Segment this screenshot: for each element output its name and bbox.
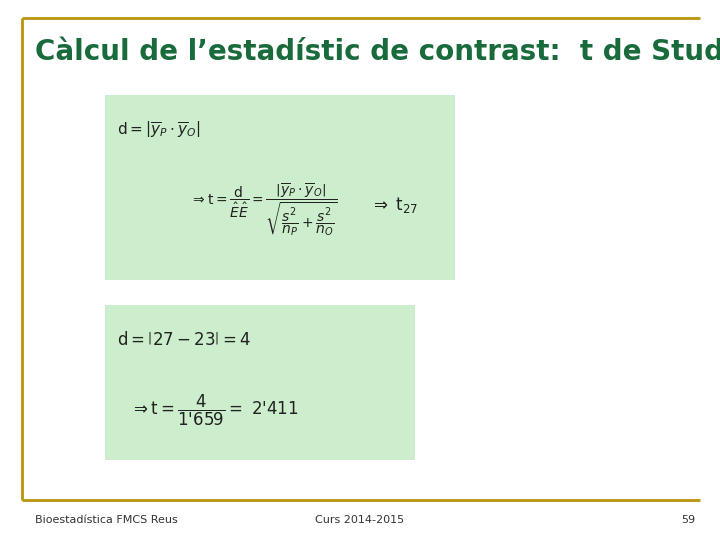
Text: $\Rightarrow \mathrm{t} = \dfrac{4}{1\text{'}659} = \ 2\text{'}411$: $\Rightarrow \mathrm{t} = \dfrac{4}{1\te… — [130, 393, 299, 428]
Text: $\mathrm{d} = \left|27 - 23\right| = 4$: $\mathrm{d} = \left|27 - 23\right| = 4$ — [117, 331, 251, 349]
Text: Bioestadística FMCS Reus: Bioestadística FMCS Reus — [35, 515, 178, 525]
Text: $\Rightarrow \mathrm{t} = \dfrac{\mathrm{d}}{\hat{E}\hat{E}} = \dfrac{\left|\ove: $\Rightarrow \mathrm{t} = \dfrac{\mathrm… — [190, 181, 338, 239]
Text: 59: 59 — [681, 515, 695, 525]
Text: $\mathrm{d} = \left|\overline{y}_P \cdot \overline{y}_O\right|$: $\mathrm{d} = \left|\overline{y}_P \cdot… — [117, 120, 200, 140]
Text: Càlcul de l’estadístic de contrast:  t de Student: Càlcul de l’estadístic de contrast: t de… — [35, 38, 720, 66]
Text: $\Rightarrow\ \mathrm{t}_{27}$: $\Rightarrow\ \mathrm{t}_{27}$ — [370, 195, 418, 215]
FancyBboxPatch shape — [105, 95, 455, 280]
Text: Curs 2014-2015: Curs 2014-2015 — [315, 515, 405, 525]
FancyBboxPatch shape — [105, 305, 415, 460]
